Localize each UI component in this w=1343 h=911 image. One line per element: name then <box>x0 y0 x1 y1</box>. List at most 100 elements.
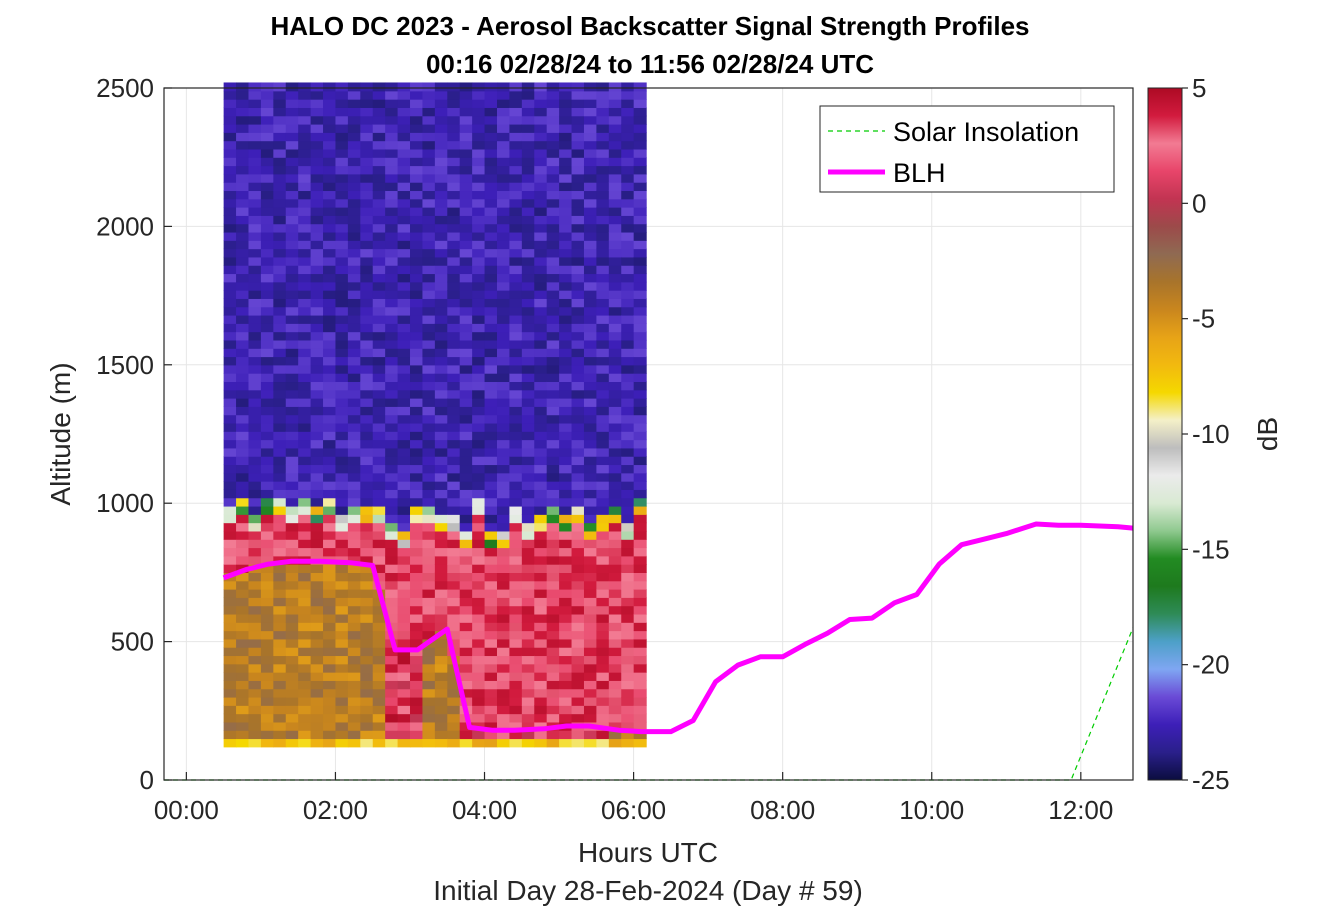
heatmap-cell <box>285 721 299 731</box>
heatmap-cell <box>360 647 374 657</box>
heatmap-cell <box>633 364 647 374</box>
heatmap-cell <box>447 165 461 175</box>
heatmap-cell <box>310 215 324 225</box>
heatmap-cell <box>496 713 511 723</box>
heatmap-cell <box>509 165 523 175</box>
heatmap-cell <box>335 547 349 557</box>
heatmap-cell <box>447 231 461 241</box>
heatmap-cell <box>459 422 473 432</box>
heatmap-cell <box>223 348 237 358</box>
heatmap-cell <box>310 364 324 374</box>
heatmap-cell <box>633 182 647 192</box>
legend-label-solar-insolation: Solar Insolation <box>893 117 1079 147</box>
heatmap-cell <box>546 273 560 283</box>
heatmap-cell <box>236 406 250 416</box>
heatmap-cell <box>298 115 312 125</box>
heatmap-cell <box>546 589 560 598</box>
heatmap-cell <box>472 207 486 216</box>
heatmap-cell <box>509 207 523 216</box>
heatmap-cell <box>509 240 523 250</box>
heatmap-cell <box>397 231 411 241</box>
heatmap-cell <box>335 140 349 150</box>
heatmap-cell <box>559 157 573 167</box>
heatmap-cell <box>534 572 548 582</box>
heatmap-cell <box>521 389 535 399</box>
heatmap-cell <box>447 564 461 573</box>
heatmap-cell <box>608 647 622 657</box>
heatmap-cell <box>633 505 647 515</box>
heatmap-cell <box>335 622 349 632</box>
heatmap-cell <box>484 389 498 399</box>
heatmap-cell <box>472 589 486 598</box>
heatmap-cell <box>347 406 361 416</box>
heatmap-cell <box>559 555 573 565</box>
heatmap-cell <box>633 148 647 158</box>
heatmap-cell <box>335 514 349 524</box>
heatmap-cell <box>410 688 424 698</box>
heatmap-cell <box>434 696 448 706</box>
heatmap-cell <box>372 281 386 291</box>
heatmap-cell <box>484 464 498 474</box>
heatmap-cell <box>608 447 622 457</box>
heatmap-cell <box>434 505 448 515</box>
heatmap-cell <box>397 672 411 681</box>
heatmap-cell <box>360 505 374 515</box>
heatmap-cell <box>459 381 473 391</box>
heatmap-cell <box>397 481 411 490</box>
heatmap-cell <box>298 564 312 573</box>
heatmap-cell <box>260 514 274 524</box>
heatmap-cell <box>559 530 573 540</box>
heatmap-cell <box>347 240 361 250</box>
heatmap-cell <box>459 99 473 108</box>
heatmap-cell <box>608 655 622 665</box>
heatmap-cell <box>273 373 287 383</box>
heatmap-cell <box>273 672 287 681</box>
heatmap-cell <box>385 456 399 466</box>
heatmap-cell <box>509 265 523 275</box>
heatmap-cell <box>360 522 374 532</box>
heatmap-cell <box>509 630 523 640</box>
heatmap-cell <box>410 514 424 524</box>
heatmap-cell <box>223 580 237 590</box>
heatmap-cell <box>410 148 424 158</box>
heatmap-cell <box>484 273 498 283</box>
heatmap-cell <box>509 663 523 673</box>
heatmap-cell <box>260 414 274 424</box>
heatmap-cell <box>360 273 374 283</box>
heatmap-cell <box>621 647 635 657</box>
heatmap-cell <box>596 514 610 524</box>
heatmap-cell <box>347 613 361 623</box>
heatmap-cell <box>459 265 473 275</box>
heatmap-cell <box>546 555 560 565</box>
heatmap-cell <box>260 505 274 515</box>
heatmap-cell <box>385 132 399 142</box>
heatmap-cell <box>310 165 324 175</box>
heatmap-cell <box>633 173 647 183</box>
heatmap-cell <box>372 539 386 549</box>
heatmap-cell <box>360 215 374 225</box>
heatmap-cell <box>472 140 486 150</box>
heatmap-cell <box>571 348 585 358</box>
heatmap-cell <box>434 140 448 150</box>
heatmap-cell <box>397 298 411 308</box>
heatmap-cell <box>385 339 399 349</box>
heatmap-cell <box>434 730 448 740</box>
heatmap-cell <box>385 148 399 158</box>
heatmap-cell <box>410 389 424 399</box>
heatmap-cell <box>236 705 250 715</box>
heatmap-cell <box>335 447 349 457</box>
heatmap-cell <box>546 248 560 258</box>
heatmap-cell <box>385 389 399 399</box>
heatmap-cell <box>360 431 374 441</box>
heatmap-cell <box>559 663 573 673</box>
heatmap-cell <box>223 323 237 333</box>
heatmap-cell <box>459 514 473 524</box>
heatmap-cell <box>347 539 361 549</box>
heatmap-cell <box>422 389 436 399</box>
heatmap-cell <box>385 688 399 698</box>
heatmap-cell <box>248 314 262 324</box>
heatmap-cell <box>397 148 411 158</box>
heatmap-cell <box>410 140 424 150</box>
heatmap-cell <box>273 281 287 291</box>
heatmap-cell <box>596 99 610 108</box>
